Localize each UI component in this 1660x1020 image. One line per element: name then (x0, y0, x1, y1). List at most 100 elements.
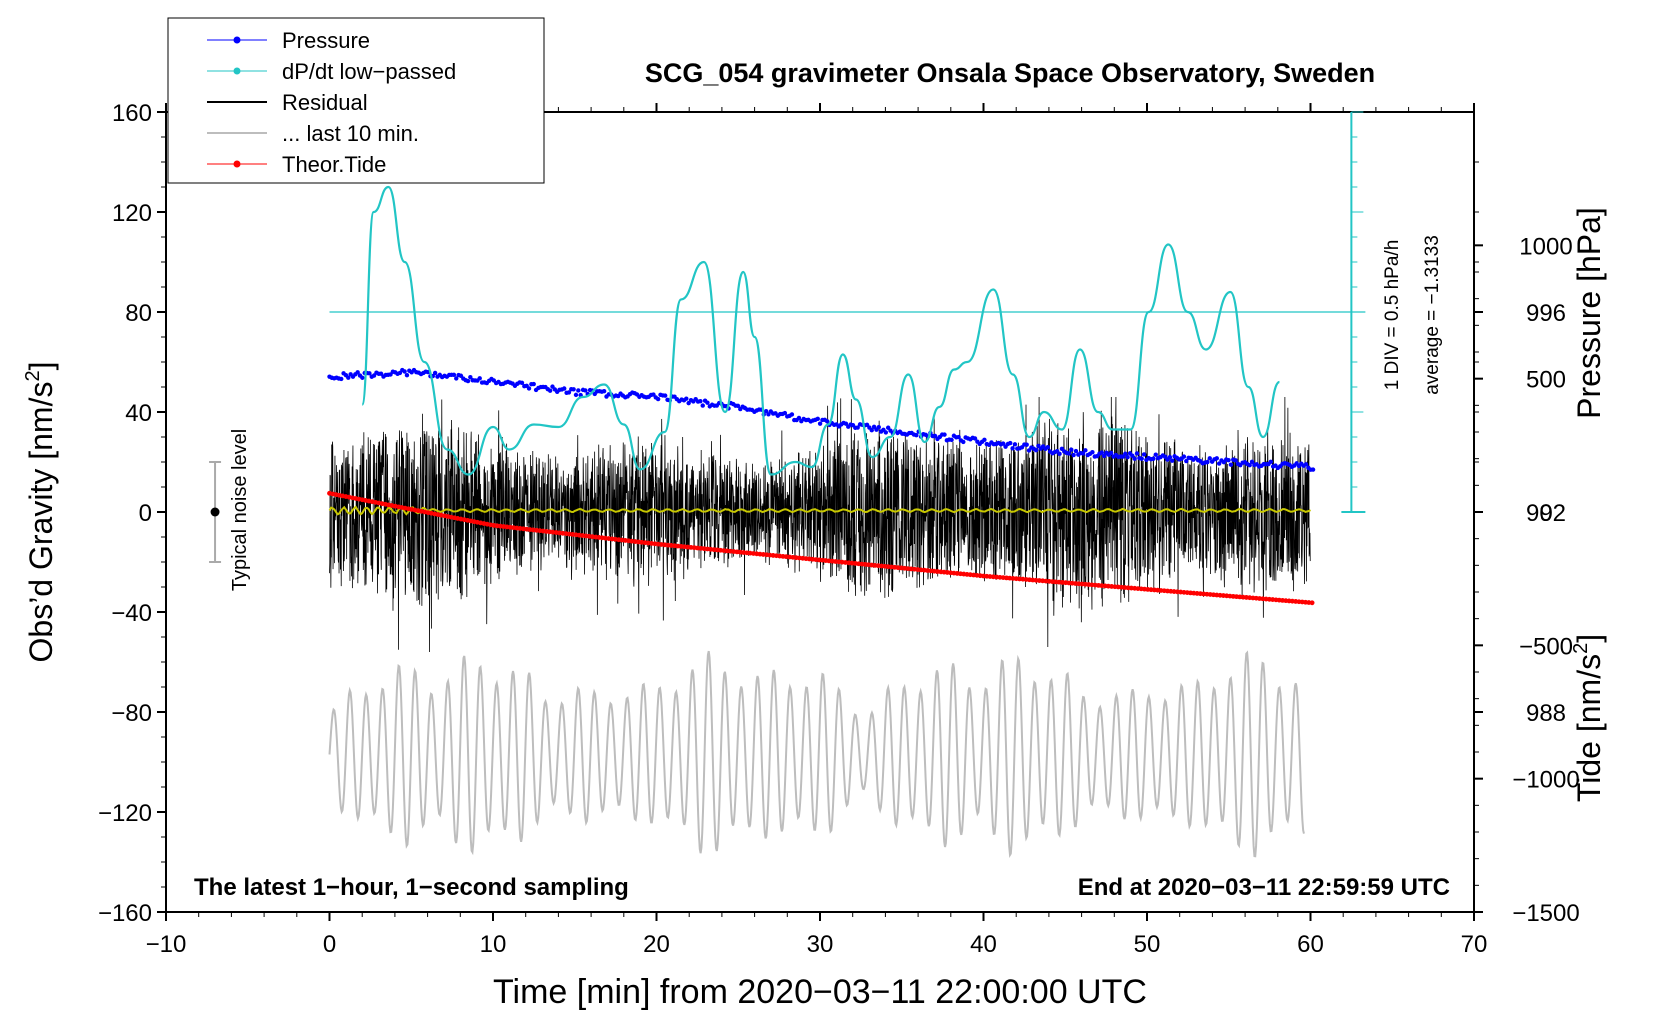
pressure-point (1108, 450, 1114, 456)
tide-tick-label: 0 (1539, 500, 1552, 527)
pressure-point (1071, 452, 1076, 458)
right-note: End at 2020−03−11 22:59:59 UTC (1078, 874, 1450, 901)
pressure-point (817, 421, 823, 426)
tick-layer: −10 0 10 20 30 40 50 60 70 160 120 80 40 0 −40 −80 −120 −… (98, 100, 1580, 958)
chart-title: SCG_054 gravimeter Onsala Space Observat… (645, 58, 1375, 88)
pressure-point (655, 396, 661, 402)
pressure-point (869, 427, 874, 433)
pressure-point (949, 437, 954, 443)
tide-tick-label: −1500 (1512, 900, 1579, 927)
pressure-point (566, 390, 572, 395)
pressure-point (451, 372, 457, 378)
y-tick-label: −40 (111, 600, 152, 627)
residual-mean-series (328, 505, 1312, 516)
legend-marker-tide (233, 160, 241, 168)
pressure-point (576, 388, 581, 393)
tide-tick-label: −500 (1519, 633, 1573, 660)
pressure-point (583, 388, 588, 393)
y-tick-label: 160 (112, 100, 152, 127)
y-axis-label-pressure: Pressure [hPa] (1571, 207, 1607, 419)
pressure-point (367, 371, 372, 376)
pressure-point (1001, 441, 1006, 446)
pressure-point (1033, 447, 1039, 453)
tide-label-close: ] (1571, 634, 1607, 643)
pressure-point (956, 434, 961, 440)
pressure-point (1080, 451, 1086, 456)
pressure-point (876, 424, 881, 430)
pressure-point (843, 421, 849, 426)
legend-item-tide: Theor.Tide (207, 152, 386, 177)
pressure-point (454, 376, 459, 381)
pressure-point (547, 388, 553, 393)
pressure-point (824, 419, 830, 424)
legend-item-last10: ... last 10 min. (207, 121, 419, 146)
pressure-point (1214, 456, 1220, 461)
pressure-point (1123, 451, 1128, 456)
x-tick-label: 10 (480, 931, 507, 958)
pressure-point (735, 403, 741, 409)
pressure-point (1151, 456, 1156, 461)
pressure-point (1010, 446, 1015, 451)
pressure-point (1045, 444, 1051, 450)
tide-tick-label: 1000 (1519, 233, 1572, 260)
pressure-tick-label: 996 (1526, 300, 1566, 327)
tide-point (1309, 600, 1315, 606)
dpdt-average-label: average = −1.3133 (1422, 235, 1443, 395)
pressure-point (1134, 451, 1140, 456)
y-tick-label: −80 (111, 700, 152, 727)
pressure-point (705, 400, 710, 405)
pressure-point (1141, 452, 1147, 457)
pressure-point (346, 375, 351, 380)
legend-marker-pressure (233, 36, 241, 44)
y-axis-label-gravity: Obs’d Gravity [nm/s2] (22, 362, 59, 663)
tide-tick-label: −1000 (1512, 767, 1579, 794)
y-axis-label-main: Obs’d Gravity [nm/s (23, 382, 59, 663)
noise-label: Typical noise level (229, 429, 251, 591)
pressure-point (465, 378, 471, 384)
last-10-min-series (328, 650, 1305, 858)
pressure-point (1205, 459, 1210, 465)
pressure-point (684, 396, 689, 401)
pressure-point (763, 408, 769, 414)
pressure-point (1247, 462, 1252, 468)
pressure-point (1057, 451, 1062, 457)
pressure-point (526, 386, 532, 391)
pressure-point (1181, 454, 1187, 459)
series-layer (327, 185, 1316, 858)
pressure-point (468, 374, 473, 380)
y-tick-label: 120 (112, 200, 152, 227)
pressure-point (662, 393, 668, 398)
pressure-point (1249, 459, 1255, 465)
pressure-tick-label: 988 (1526, 700, 1566, 727)
dpdt-scale-label: 1 DIV = 0.5 hPa/h (1382, 240, 1403, 391)
pressure-point (1233, 458, 1238, 463)
pressure-point (815, 416, 820, 422)
y-tick-label: 80 (125, 300, 152, 327)
y-tick-label: 40 (125, 400, 152, 427)
x-axis-label: Time [min] from 2020−03−11 22:00:00 UTC (493, 973, 1147, 1011)
pressure-point (519, 380, 525, 386)
pressure-point (1228, 462, 1234, 467)
pressure-point (1125, 454, 1130, 460)
pressure-point (477, 376, 482, 381)
residual-series (329, 396, 1311, 653)
x-tick-label: 40 (970, 931, 997, 958)
pressure-point (355, 370, 360, 375)
noise-point (210, 507, 220, 517)
pressure-point (972, 436, 978, 441)
pressure-point (698, 398, 703, 404)
pressure-point (1090, 449, 1095, 455)
legend-label-last10: ... last 10 min. (282, 121, 419, 146)
legend-label-pressure: Pressure (282, 28, 370, 53)
x-tick-label: −10 (146, 931, 187, 958)
tide-label-sup: 2 (1570, 643, 1592, 654)
pressure-point (1101, 453, 1107, 459)
pressure-point (1153, 452, 1158, 457)
pressure-point (339, 376, 344, 382)
x-tick-label: 20 (643, 931, 670, 958)
pressure-point (531, 381, 536, 387)
legend-marker-dpdt (233, 67, 241, 75)
pressure-point (1167, 455, 1173, 460)
pressure-point (942, 432, 947, 437)
y-tick-label: −160 (98, 900, 152, 927)
